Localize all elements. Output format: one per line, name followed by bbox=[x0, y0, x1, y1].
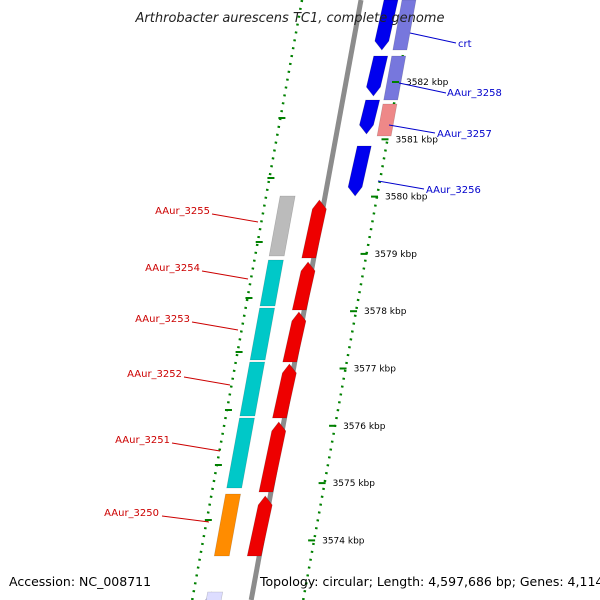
gene-block bbox=[268, 195, 296, 257]
scale-tick-label: 3576 kbp bbox=[343, 422, 386, 432]
gene-leader-line bbox=[398, 82, 447, 94]
gene-block bbox=[249, 307, 275, 361]
cds-arrow bbox=[282, 311, 307, 363]
gene-label[interactable]: AAur_3255 bbox=[155, 206, 210, 217]
guide-line-left bbox=[190, 0, 304, 600]
cds-arrow bbox=[347, 145, 372, 197]
topology-text: Topology: circular; Length: 4,597,686 bp… bbox=[259, 574, 600, 589]
cds-arrow bbox=[301, 199, 327, 259]
cds-arrow bbox=[291, 261, 316, 311]
scale-tick-label: 3575 kbp bbox=[333, 479, 376, 489]
gene-label[interactable]: AAur_3257 bbox=[437, 129, 492, 140]
scale-tick-label: 3574 kbp bbox=[322, 536, 365, 546]
scale-tick-label: 3582 kbp bbox=[406, 78, 449, 88]
gene-label[interactable]: AAur_3251 bbox=[115, 435, 170, 446]
accession-text: Accession: NC_008711 bbox=[9, 574, 151, 589]
guide-line-right bbox=[301, 0, 415, 600]
gene-leader-line bbox=[171, 442, 221, 452]
cds-arrow bbox=[258, 421, 287, 493]
gene-block bbox=[205, 591, 224, 600]
cds-tracks bbox=[205, 0, 399, 600]
gene-block bbox=[226, 417, 255, 489]
gene-label[interactable]: AAur_3254 bbox=[145, 263, 200, 274]
gene-leader-line bbox=[183, 376, 231, 386]
gene-leader-line bbox=[191, 321, 239, 331]
gene-features[interactable] bbox=[204, 0, 417, 600]
cds-arrow bbox=[359, 99, 381, 135]
gene-block bbox=[376, 103, 398, 137]
gene-block bbox=[383, 55, 407, 101]
gene-leader-line bbox=[409, 32, 457, 44]
gene-label[interactable]: AAur_3256 bbox=[426, 185, 481, 196]
gene-leader-line bbox=[161, 515, 210, 523]
gene-leader-line bbox=[388, 124, 436, 134]
scale-tick-label: 3578 kbp bbox=[364, 307, 407, 317]
scale-tick-label: 3581 kbp bbox=[396, 135, 439, 145]
gene-block bbox=[259, 259, 284, 307]
gene-label[interactable]: AAur_3258 bbox=[447, 88, 502, 99]
gene-block bbox=[392, 0, 417, 51]
gene-label[interactable]: crt bbox=[458, 39, 472, 50]
gene-label[interactable]: AAur_3250 bbox=[104, 508, 159, 519]
cds-arrow bbox=[272, 363, 297, 419]
gene-label[interactable]: AAur_3253 bbox=[135, 314, 190, 325]
gene-leader-line bbox=[201, 270, 249, 280]
scale-tick-label: 3577 kbp bbox=[354, 365, 397, 375]
gene-labels: crt AAur_3258 AAur_3257 AAur_3256 AAur_3255 A… bbox=[104, 32, 502, 523]
cds-arrow bbox=[366, 55, 389, 97]
cds-arrow bbox=[374, 0, 399, 51]
gene-leader-line bbox=[377, 180, 425, 190]
scale-tick-label: 3580 kbp bbox=[385, 193, 428, 203]
scale-ticks: 3582 kbp 3581 kbp 3580 kbp 3579 kbp 3578 kbp… bbox=[308, 78, 449, 546]
gene-block bbox=[213, 493, 241, 557]
dotted-guide-lines bbox=[190, 0, 415, 600]
map-title: Arthrobacter aurescens TC1, complete gen… bbox=[135, 11, 445, 26]
gene-block bbox=[239, 361, 266, 417]
gene-label[interactable]: AAur_3252 bbox=[127, 369, 182, 380]
cds-arrow bbox=[246, 495, 273, 557]
gene-leader-line bbox=[211, 213, 259, 223]
scale-tick-label: 3579 kbp bbox=[375, 250, 418, 260]
